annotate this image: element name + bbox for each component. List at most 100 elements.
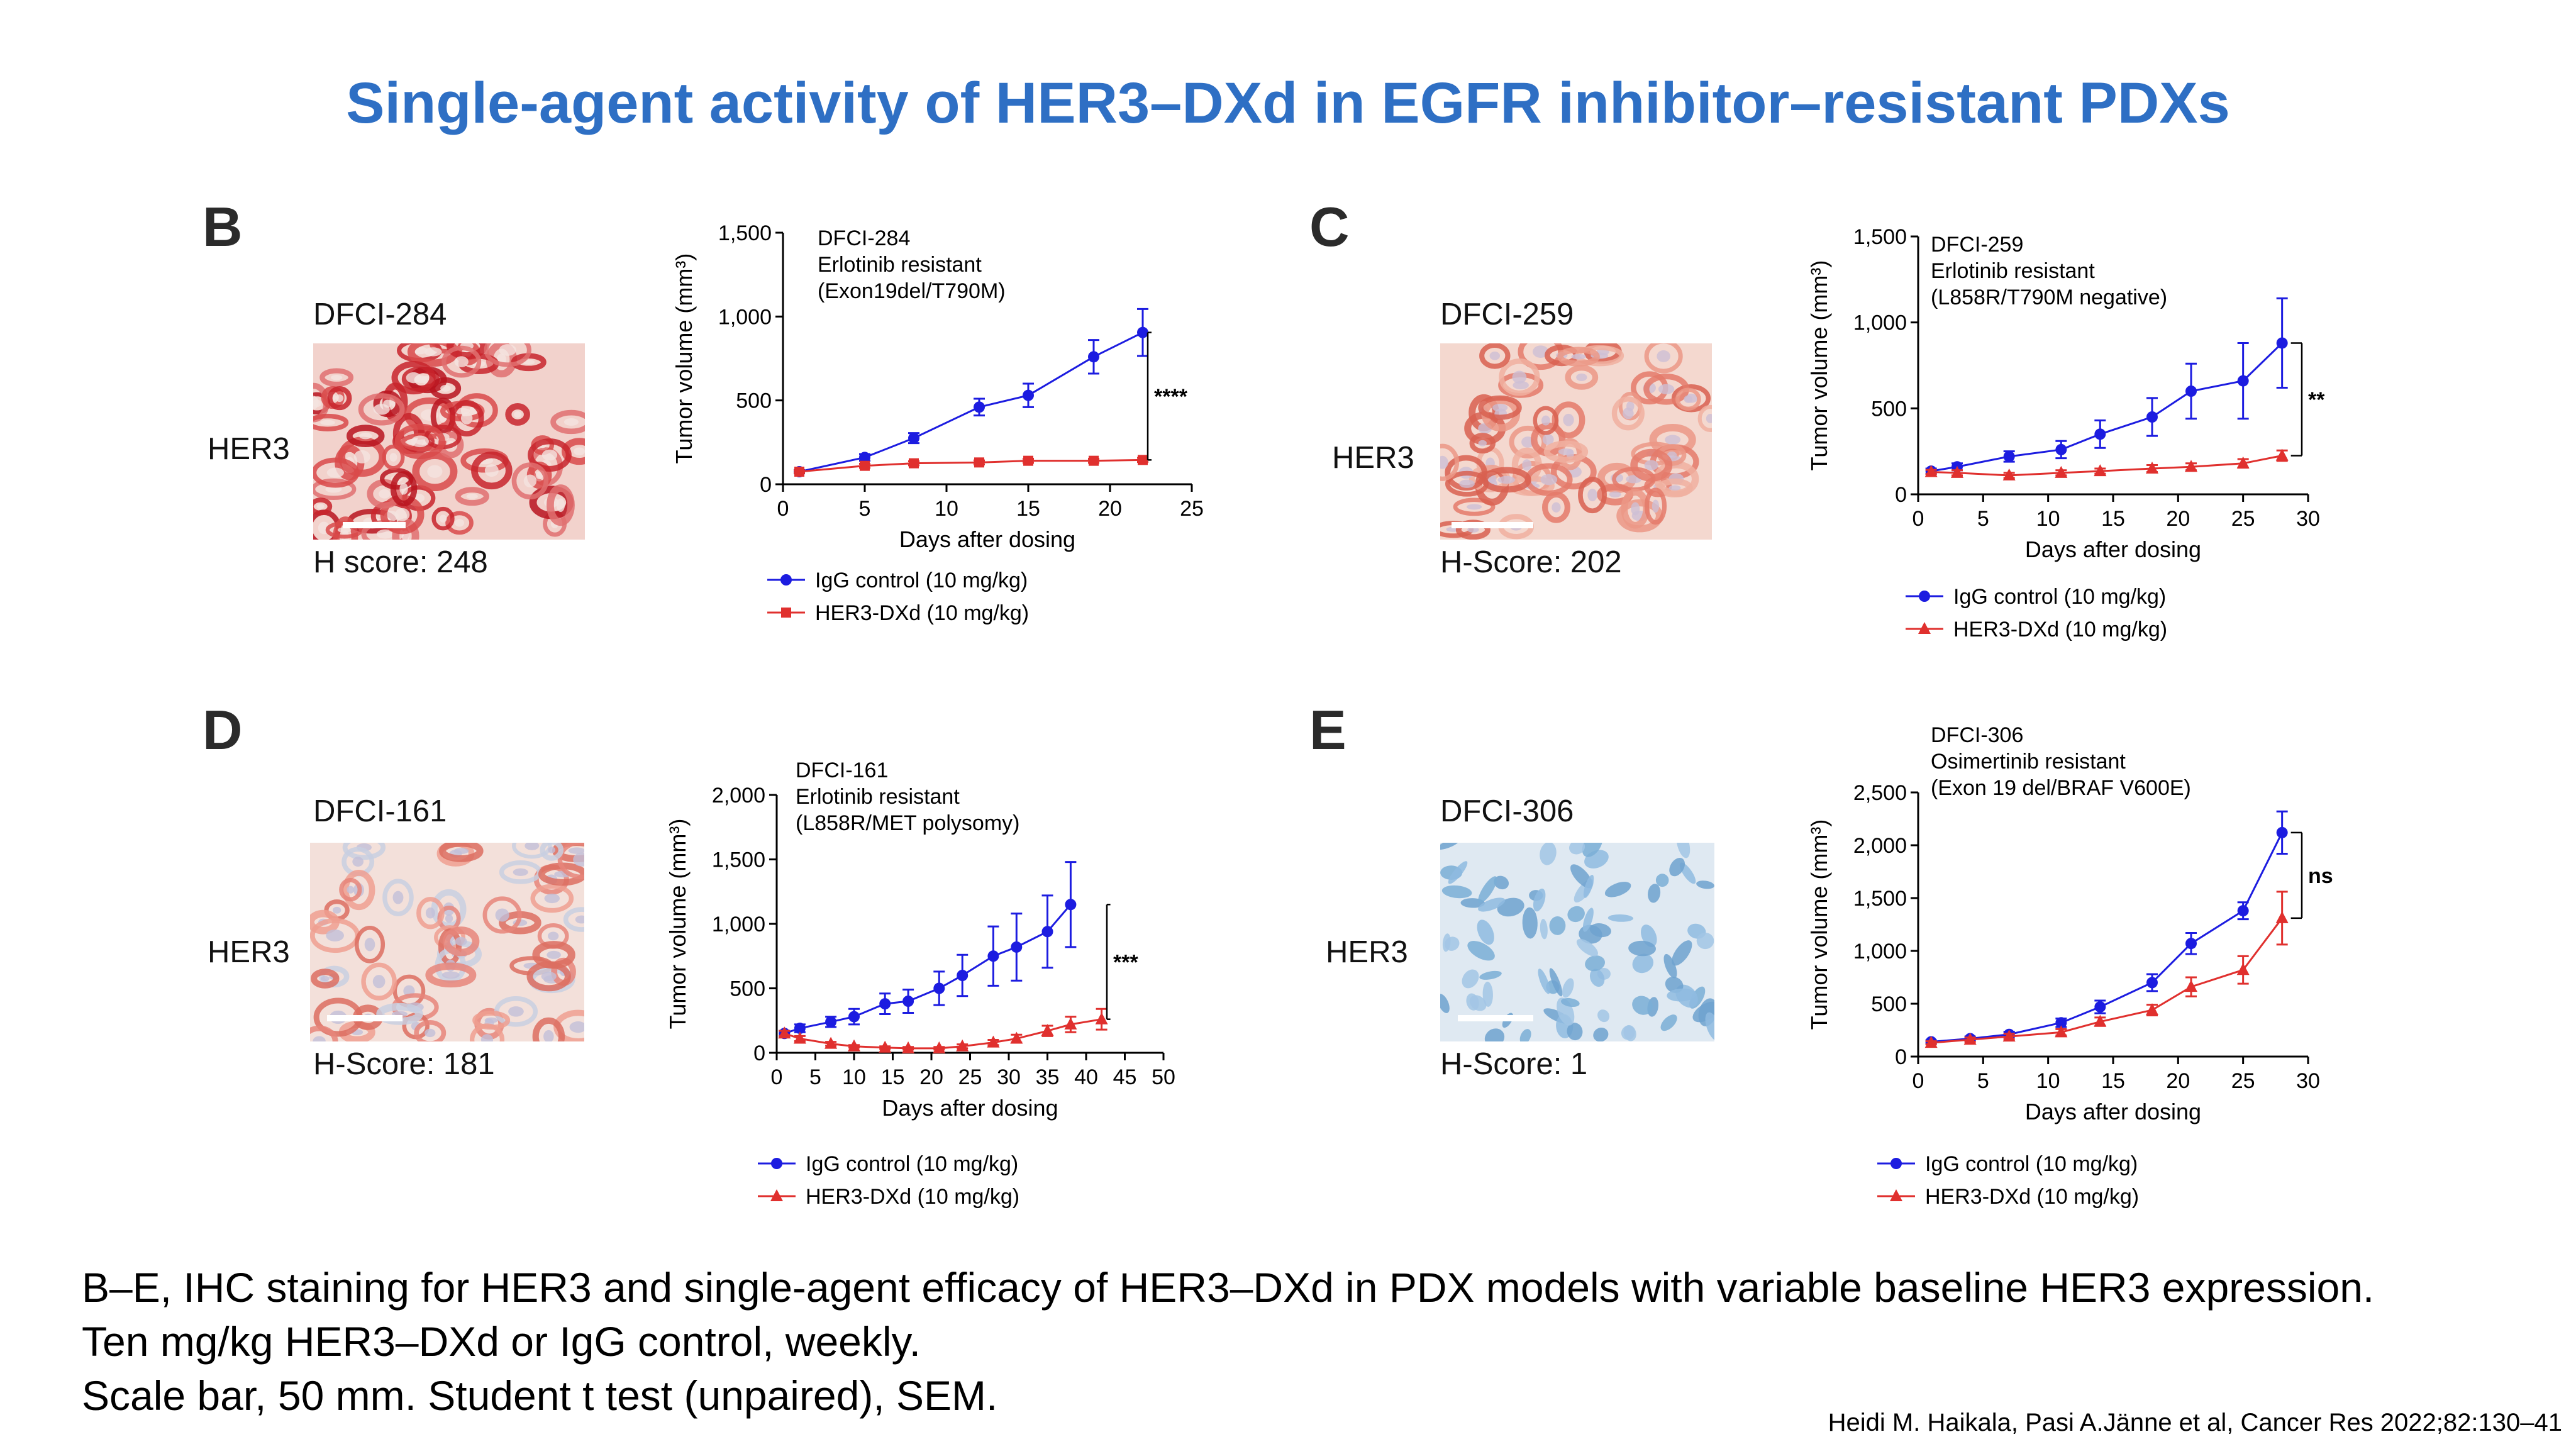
significance-label: ****: [1154, 385, 1188, 409]
significance-bracket: [2290, 342, 2303, 457]
cell-membrane: [310, 1025, 338, 1041]
chart-annotation: Erlotinib resistant: [796, 785, 960, 809]
data-point: [2055, 1025, 2068, 1038]
data-point: [1023, 389, 1034, 401]
nucleus: [1696, 880, 1714, 889]
cell-membrane: [416, 897, 445, 930]
nucleus: [541, 972, 557, 982]
marker-label-d: HER3: [208, 935, 290, 969]
data-point: [2002, 1030, 2016, 1042]
legend-marker: [770, 1189, 783, 1201]
y-tick-label: 0: [753, 1041, 765, 1065]
data-point: [1963, 1033, 1977, 1045]
series-line: [1931, 832, 2284, 1043]
data-point: [987, 1035, 1000, 1048]
nucleus: [564, 418, 579, 426]
data-point: [2146, 462, 2158, 474]
y-tick-label: 0: [760, 473, 772, 497]
cell-membrane: [449, 400, 484, 437]
nucleus: [316, 504, 325, 509]
h-score-c: H-Score: 202: [1440, 545, 1622, 579]
data-point: [2055, 1017, 2067, 1029]
significance-bracket: [2290, 831, 2303, 919]
data-point: [2094, 464, 2107, 477]
data-point: [902, 1041, 915, 1053]
cell-membrane: [1440, 443, 1460, 481]
cell-membrane: [313, 457, 360, 488]
significance-label: ***: [1113, 950, 1138, 974]
cell-membrane: [528, 438, 572, 472]
data-point: [987, 950, 999, 962]
legend-label: HER3-DXd (10 mg/kg): [1925, 1185, 2139, 1209]
model-label-b: DFCI-284: [313, 297, 447, 331]
cell-membrane: [532, 1017, 565, 1041]
nucleus: [548, 847, 556, 853]
data-point: [848, 1011, 860, 1023]
nucleus: [1442, 933, 1451, 952]
data-point: [2275, 448, 2289, 461]
nucleus: [1672, 940, 1692, 966]
nucleus: [439, 514, 447, 523]
cell-membrane: [1478, 395, 1522, 420]
legend-marker: [1919, 591, 1930, 602]
cell-membrane: [439, 843, 484, 862]
data-point: [909, 458, 919, 469]
data-point: [2236, 963, 2250, 975]
x-tick-label: 15: [881, 1065, 905, 1089]
h-score-d: H-Score: 181: [313, 1047, 495, 1081]
cell-membrane: [394, 423, 446, 460]
x-tick-label: 25: [958, 1065, 982, 1089]
nucleus: [1512, 370, 1527, 384]
chart-annotation: (Exon19del/T790M): [818, 279, 1006, 303]
cell-membrane: [445, 511, 474, 535]
cell-membrane: [354, 925, 386, 963]
data-point: [1010, 1031, 1023, 1044]
cell-membrane: [482, 896, 522, 934]
x-tick-label: 20: [1098, 497, 1122, 521]
nucleus: [1522, 907, 1538, 939]
nucleus: [547, 950, 561, 959]
legend-marker: [1918, 622, 1931, 634]
y-tick-label: 1,500: [712, 848, 765, 872]
nucleus: [1440, 455, 1448, 469]
x-tick-label: 30: [997, 1065, 1021, 1089]
ihc-image-b: [313, 343, 585, 540]
y-tick-label: 1,000: [712, 913, 765, 936]
series-line: [1931, 455, 2282, 477]
series-her3-dxd: [778, 1008, 1108, 1053]
cell-membrane: [361, 962, 397, 1001]
nucleus: [1519, 1029, 1531, 1041]
y-axis-label: Tumor volume (mm³): [671, 253, 697, 464]
nucleus: [495, 908, 509, 922]
cell-membrane: [1479, 343, 1511, 369]
nucleus: [1632, 996, 1653, 1015]
ihc-texture: [313, 343, 585, 540]
nucleus: [541, 449, 558, 461]
x-tick-label: 5: [1977, 1069, 1989, 1093]
nucleus: [1597, 1009, 1610, 1023]
nucleus: [1440, 994, 1450, 1013]
nucleus: [1582, 843, 1603, 857]
nucleus: [1696, 932, 1714, 950]
nucleus: [1448, 861, 1468, 884]
legend-marker: [1890, 1158, 1902, 1169]
cell-membrane: [455, 487, 489, 506]
cell-membrane: [1644, 487, 1667, 525]
series-line: [1931, 918, 2283, 1044]
nucleus: [1644, 460, 1658, 470]
nucleus: [411, 435, 429, 448]
nucleus: [1669, 857, 1685, 877]
cell-membrane: [430, 377, 462, 400]
chart-d-dfci-161: 0 500 1,000 1,500 2,000 0 5 10 15 20 25 30 35 40 45 50 D…: [665, 758, 1175, 1209]
data-point: [1041, 1024, 1054, 1036]
cell-membrane: [505, 403, 530, 426]
nucleus: [1571, 353, 1586, 360]
data-point: [1064, 1017, 1077, 1030]
x-tick-label: 30: [2296, 507, 2320, 531]
nucleus: [352, 857, 364, 867]
cell-membrane: [1453, 497, 1496, 516]
significance-bracket: [1146, 331, 1152, 461]
legend-label: HER3-DXd (10 mg/kg): [1953, 618, 2167, 641]
y-tick-label: 2,000: [712, 784, 765, 808]
nucleus: [460, 412, 473, 425]
